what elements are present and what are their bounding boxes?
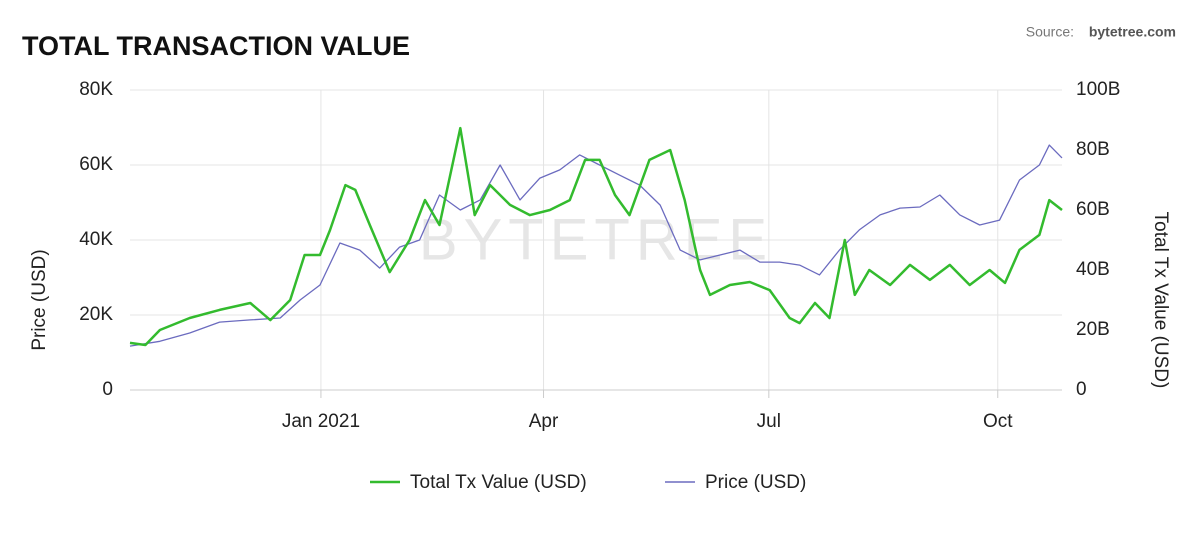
y2-tick-label: 100B [1076,79,1120,100]
x-tick-label: Jul [757,411,781,432]
series-line [129,144,1063,347]
y2-tick-label: 60B [1076,199,1110,220]
y-tick-label: 40K [79,229,113,250]
x-tick-label: Apr [529,411,559,432]
legend-label: Price (USD) [705,472,806,493]
x-tick-label: Oct [983,411,1013,432]
y2-tick-label: 40B [1076,259,1110,280]
y2-axis-label: Total Tx Value (USD) [1150,212,1171,389]
source-label: Source: [1026,24,1074,40]
source: bytetree.com [1089,24,1176,40]
y-axis-label: Price (USD) [29,249,50,350]
x-tick-label: Jan 2021 [282,411,360,432]
y-tick-label: 80K [79,79,113,100]
series-line [129,126,1063,347]
y-tick-label: 60K [79,154,113,175]
chart-title: TOTAL TRANSACTION VALUE [22,31,410,61]
y-tick-label: 20K [79,304,113,325]
y2-tick-label: 0 [1076,379,1087,400]
legend-label: Total Tx Value (USD) [410,472,587,493]
y2-tick-label: 80B [1076,139,1110,160]
y2-tick-label: 20B [1076,319,1110,340]
y-tick-label: 0 [102,379,113,400]
